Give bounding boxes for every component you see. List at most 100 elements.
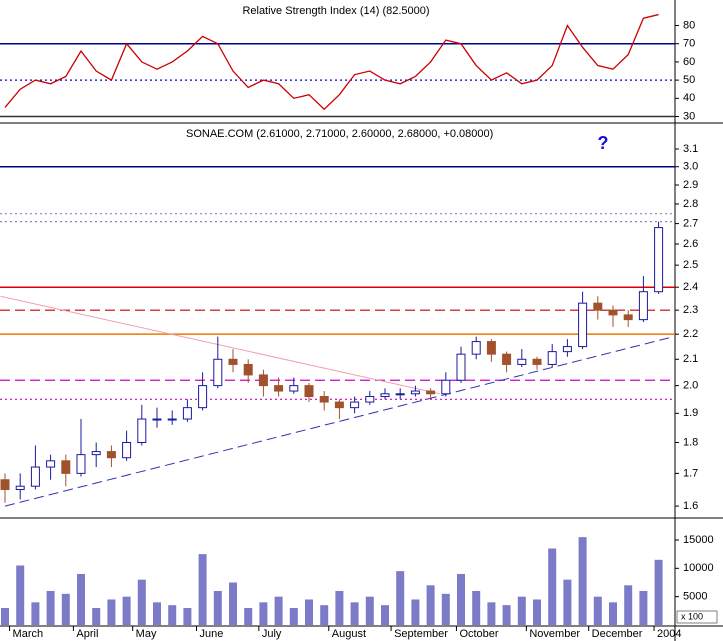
candle-body: [91, 451, 101, 456]
volume-bar: [213, 590, 222, 625]
y-tick-label: 2.1: [683, 353, 698, 365]
volume-bar: [61, 593, 70, 625]
candle-body: [638, 291, 648, 321]
rsi-line: [4, 13, 659, 111]
trend-line: [0, 295, 440, 395]
candle-body: [243, 363, 253, 376]
volume-bar: [593, 596, 602, 625]
y-tick-label: 60: [683, 56, 695, 68]
volume-bar: [426, 585, 435, 625]
volume-bar: [563, 579, 572, 625]
y-tick-label: 2.9: [683, 179, 698, 191]
x-tick-label: October: [459, 628, 498, 640]
volume-bar: [350, 602, 359, 625]
y-tick-label: 2.8: [683, 198, 698, 210]
y-tick-label: 1.9: [683, 407, 698, 419]
trend-line: [4, 336, 674, 507]
volume-bar: [274, 596, 283, 625]
panel-title: Relative Strength Index (14) (82.5000): [242, 5, 429, 17]
x-tick-label: December: [592, 628, 643, 640]
y-tick-label: 15000: [683, 534, 714, 546]
volume-bar: [137, 579, 146, 625]
candle-body: [517, 358, 527, 365]
y-tick-label: 1.6: [683, 500, 698, 512]
candle-body: [441, 379, 451, 395]
candle-body: [486, 341, 496, 355]
candle-body: [122, 442, 132, 459]
volume-bar: [624, 585, 633, 625]
candle-body: [30, 466, 40, 487]
candle-body: [654, 227, 664, 293]
volume-bar: [654, 559, 663, 625]
volume-bar: [441, 593, 450, 625]
candle-body: [319, 396, 329, 403]
candle-body: [334, 401, 344, 409]
candle-body: [395, 393, 405, 396]
y-tick-label: 50: [683, 74, 695, 86]
candle-body: [182, 407, 192, 420]
candle-body: [46, 460, 56, 468]
candle-body: [274, 385, 284, 392]
y-tick-label: 10000: [683, 562, 714, 574]
candle-body: [410, 390, 420, 395]
y-tick-label: 70: [683, 38, 695, 50]
volume-bar: [381, 605, 389, 625]
y-tick-label: 2.2: [683, 328, 698, 340]
volume-bar: [31, 602, 40, 625]
x-tick-label: September: [394, 628, 448, 640]
volume-bar: [320, 605, 329, 625]
annotation: ?: [598, 133, 609, 153]
x-tick-label: June: [200, 628, 224, 640]
y-tick-label: 3.0: [683, 161, 698, 173]
volume-bar: [305, 599, 313, 625]
volume-bar: [639, 590, 648, 625]
volume-bar: [487, 602, 496, 625]
candle-body: [562, 346, 572, 353]
candle-body: [380, 393, 390, 398]
volume-bar: [457, 573, 465, 625]
y-tick-label: 2.4: [683, 281, 698, 293]
candle-body: [593, 302, 603, 311]
candle-body: [365, 396, 375, 403]
candle-body: [471, 341, 481, 355]
candle-body: [304, 385, 314, 398]
candle-body: [456, 353, 466, 381]
volume-bar: [77, 573, 85, 625]
candle-body: [76, 454, 86, 474]
volume-bar: [396, 571, 405, 625]
y-tick-label: 3.1: [683, 143, 698, 155]
volume-bar: [198, 554, 207, 625]
volume-bar: [411, 599, 420, 625]
volume-bar: [502, 605, 511, 625]
volume-bar: [92, 607, 101, 625]
x-tick-label: August: [332, 628, 366, 640]
volume-bar: [609, 602, 617, 625]
y-tick-label: 40: [683, 92, 695, 104]
y-tick-label: 2.5: [683, 259, 698, 271]
volume-bar: [259, 602, 268, 625]
candle-body: [289, 385, 299, 392]
candle-body: [198, 385, 208, 409]
volume-bar: [183, 607, 192, 625]
y-tick-label: 80: [683, 19, 695, 31]
candle-body: [578, 302, 588, 348]
volume-bar: [1, 607, 9, 625]
volume-bar: [365, 596, 374, 625]
y-tick-label: 2.7: [683, 218, 698, 230]
volume-bar: [533, 599, 541, 625]
candle-body: [258, 374, 268, 387]
x-tick-label: May: [136, 628, 157, 640]
candle-body: [547, 351, 557, 365]
candle-body: [15, 485, 25, 490]
candle-body: [228, 358, 238, 365]
volume-bar: [122, 596, 131, 625]
volume-bar: [46, 590, 55, 625]
x-tick-label: 2004: [657, 628, 681, 640]
candle-body: [137, 418, 147, 444]
x-tick-label: April: [76, 628, 98, 640]
panel-title: SONAE.COM (2.61000, 2.71000, 2.60000, 2.…: [186, 128, 493, 140]
candle-body: [426, 390, 436, 395]
volume-bar: [289, 607, 298, 625]
